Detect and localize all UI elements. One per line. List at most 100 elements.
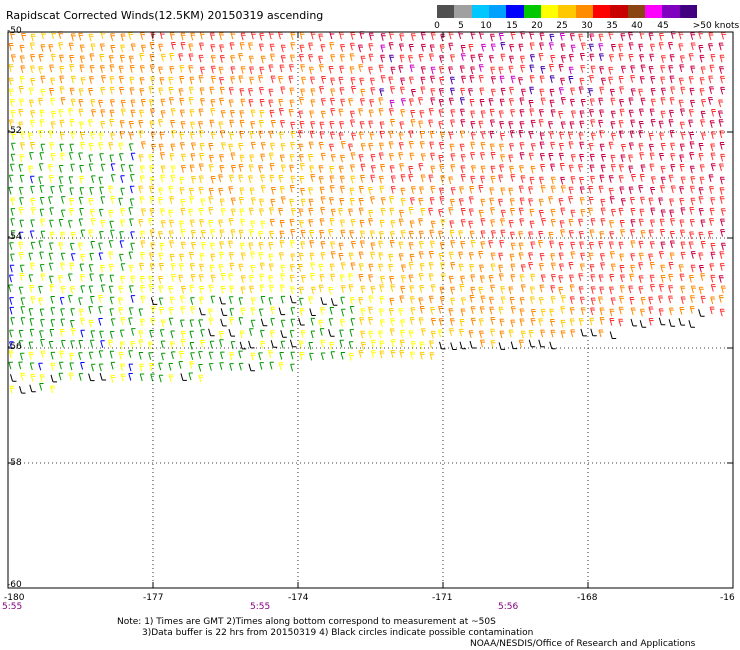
wind-barb [240, 66, 246, 74]
wind-barb [590, 274, 596, 282]
wind-barb [679, 55, 685, 64]
wind-barb [619, 99, 624, 107]
wind-barb [179, 65, 185, 73]
wind-barb [188, 187, 194, 196]
wind-barb [479, 330, 484, 339]
wind-barb [510, 306, 516, 314]
wind-barb [509, 198, 515, 206]
wind-barb [298, 130, 304, 138]
wind-barb [669, 231, 675, 239]
wind-barb [268, 275, 274, 283]
wind-barb [409, 253, 415, 262]
wind-barb [249, 187, 255, 196]
wind-barb [310, 31, 316, 40]
wind-barb [559, 33, 565, 41]
wind-barb [498, 306, 504, 315]
wind-barb [498, 110, 504, 119]
wind-barb [499, 164, 505, 173]
wind-barb [408, 141, 414, 149]
wind-barb [110, 163, 116, 172]
wind-barb [470, 66, 476, 75]
wind-barb [298, 252, 304, 261]
wind-barb [368, 295, 374, 304]
wind-barb [130, 295, 136, 303]
wind-barb [278, 175, 284, 183]
wind-barb [208, 164, 214, 172]
wind-barb [368, 274, 374, 283]
wind-barb [310, 174, 316, 182]
wind-barb [100, 219, 106, 228]
wind-barb [518, 252, 524, 261]
wind-barb [50, 153, 56, 161]
legend-swatch [437, 5, 455, 18]
wind-barb [308, 154, 313, 162]
wind-barb [378, 97, 384, 106]
wind-barb [480, 165, 486, 174]
wind-barb [628, 165, 634, 174]
wind-barb [368, 330, 374, 339]
wind-barb [680, 296, 686, 305]
wind-barb [528, 252, 534, 261]
wind-barb [438, 209, 444, 217]
wind-barb [660, 65, 666, 73]
wind-barb [139, 65, 145, 73]
wind-barb [679, 164, 685, 172]
wind-barb [498, 33, 504, 41]
wind-barb [290, 42, 296, 50]
wind-barb [429, 197, 435, 205]
wind-barb [700, 119, 706, 128]
wind-barb [368, 209, 374, 218]
wind-barb [518, 185, 524, 194]
wind-barb [420, 66, 426, 75]
wind-barb [400, 174, 406, 182]
wind-barb [389, 240, 395, 248]
wind-barb [470, 286, 476, 295]
wind-barb [190, 153, 196, 161]
wind-barb [169, 219, 174, 228]
wind-barb [319, 230, 325, 238]
wind-barb [460, 275, 466, 284]
wind-barb [208, 351, 214, 360]
wind-barb [210, 176, 216, 184]
wind-barb [379, 350, 385, 359]
wind-barb [219, 86, 225, 95]
wind-barb [668, 119, 674, 127]
wind-barb [318, 165, 324, 173]
lat-label-56: -56 [7, 342, 22, 352]
wind-barb [158, 187, 164, 196]
wind-barb [229, 42, 235, 51]
wind-barb [190, 230, 196, 238]
wind-barb [570, 329, 576, 338]
wind-barb [658, 251, 664, 259]
wind-barb [668, 174, 674, 183]
wind-barb [99, 372, 107, 381]
wind-barb [8, 64, 14, 72]
wind-barb [519, 109, 525, 117]
wind-barb [388, 42, 394, 50]
wind-barb [139, 88, 145, 96]
wind-barb [359, 77, 365, 86]
wind-barb [260, 142, 266, 150]
wind-barb [338, 76, 344, 85]
wind-barb [90, 218, 96, 226]
wind-barb [400, 77, 406, 86]
wind-barb [439, 44, 445, 53]
wind-barb [558, 286, 564, 295]
wind-barb [30, 296, 36, 305]
wind-barb [289, 154, 295, 162]
wind-barb [299, 121, 305, 129]
wind-barb [689, 152, 695, 160]
wind-barb [450, 297, 456, 306]
wind-barb [349, 198, 355, 206]
wind-barb [709, 186, 714, 194]
wind-barb [278, 307, 286, 316]
wind-barb [489, 33, 495, 42]
wind-barb [398, 218, 404, 227]
wind-barb [99, 231, 104, 239]
wind-barb [568, 230, 574, 238]
wind-barb [208, 308, 214, 317]
wind-barb [679, 197, 685, 206]
wind-barb [308, 296, 314, 305]
wind-barb [618, 43, 624, 52]
wind-barb [199, 87, 205, 96]
